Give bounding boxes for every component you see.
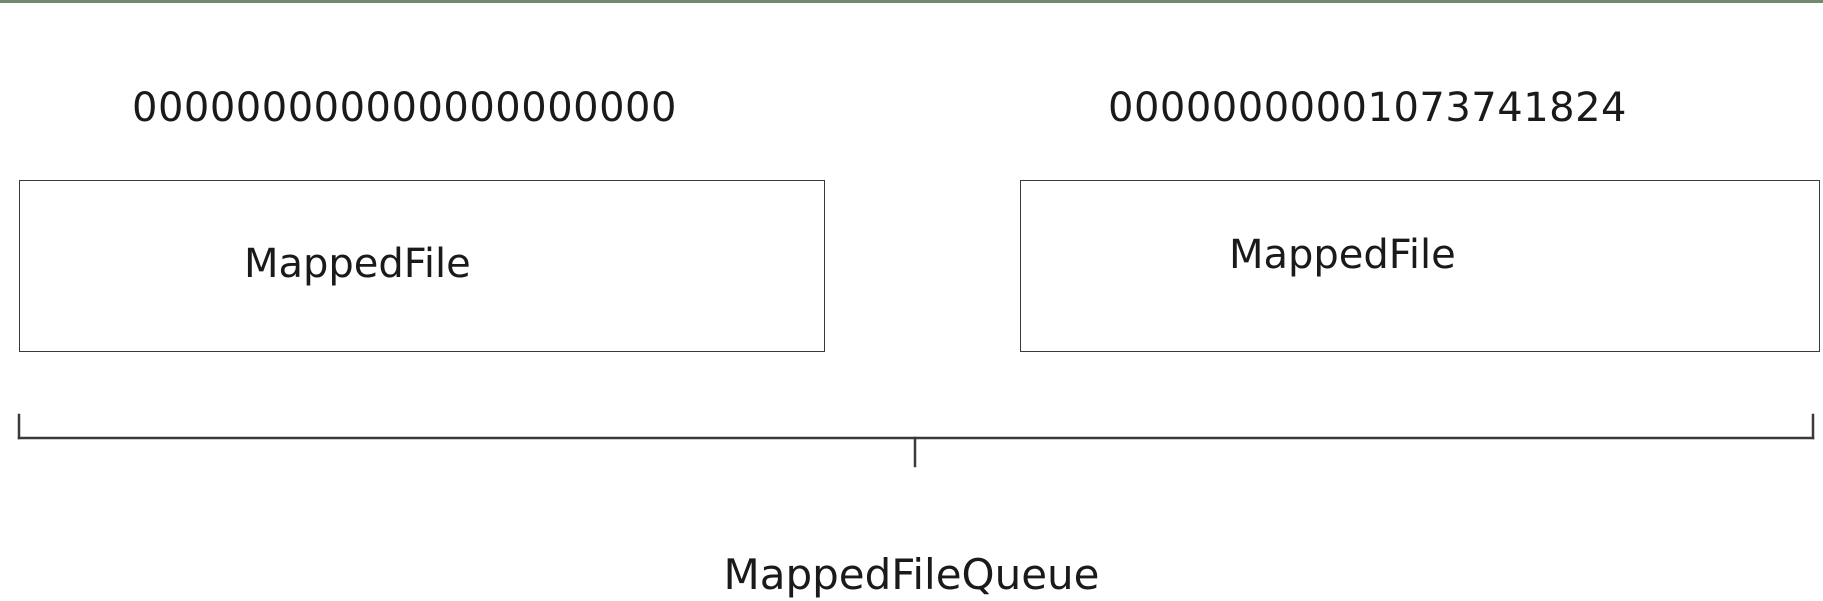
top-border <box>0 0 1823 3</box>
mapped-file-box-2: MappedFile <box>1020 180 1820 352</box>
mapped-file-label-2: MappedFile <box>1229 232 1456 278</box>
offset-label-second: 00000000001073741824 <box>1108 85 1627 131</box>
offset-label-first: 000000000000000000000 <box>132 85 677 131</box>
queue-label: MappedFileQueue <box>723 550 1100 599</box>
mapped-file-label-1: MappedFile <box>244 241 471 287</box>
mapped-file-box-1: MappedFile <box>19 180 825 352</box>
